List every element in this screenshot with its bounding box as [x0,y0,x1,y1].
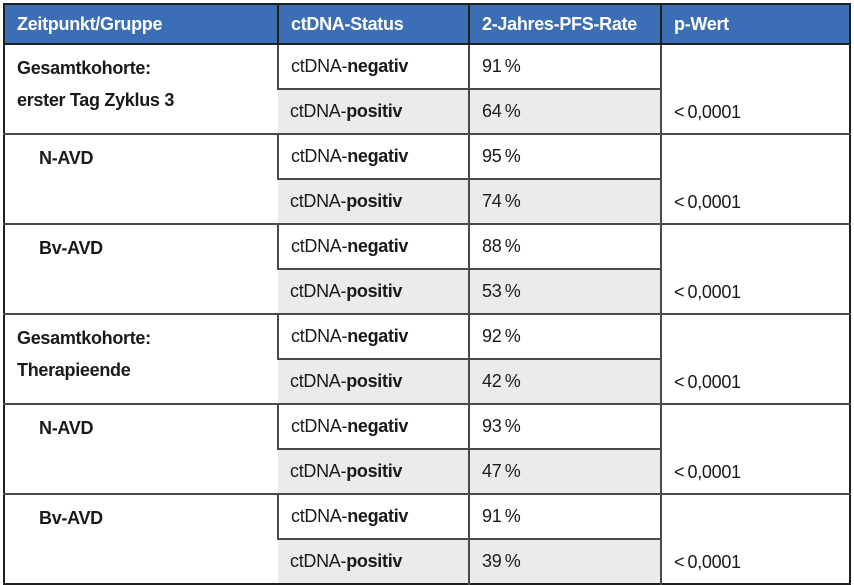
pfs-rate-cell: 47 % [468,448,661,494]
group-label-cell: Bv-AVD [4,223,278,314]
table-row: Gesamtkohorte: erster Tag Zyklus 3 ctDNA… [4,44,850,134]
pfs-rate-cell: 53 % [468,268,661,314]
pfs-rate-cell: 74 % [468,178,661,224]
ctdna-prefix: ctDNA- [290,281,347,301]
table-row: Bv-AVD ctDNA-negativ 88 % < 0,0001 [4,223,850,314]
table-row: ctDNA-positiv 74 % [4,178,850,224]
ctdna-status-word: positiv [346,281,403,301]
ctdna-prefix: ctDNA- [291,506,348,526]
pfs-rate-cell: 91 % [468,44,661,89]
p-value-cell: < 0,0001 [660,223,850,314]
group-label-cell: Gesamtkohorte: erster Tag Zyklus 3 [4,44,278,134]
pfs-rate-cell: 42 % [468,358,661,404]
ctdna-status-cell: ctDNA-negativ [277,133,469,179]
ctdna-status-cell: ctDNA-positiv [278,358,469,404]
col-header-zeitpunkt-gruppe: Zeitpunkt/Gruppe [4,4,278,45]
table-row: ctDNA-positiv 64 % [4,88,850,134]
ctdna-status-word: negativ [347,236,409,256]
ctdna-prefix: ctDNA- [291,236,348,256]
p-value-cell: < 0,0001 [660,133,850,224]
pfs-rate-cell: 93 % [468,403,661,449]
group-label-cell: N-AVD [4,133,278,224]
pfs-rate-cell: 92 % [468,313,661,359]
p-value-cell: < 0,0001 [660,493,850,584]
pfs-rate-cell: 39 % [468,538,661,584]
ctdna-status-word: positiv [346,551,403,571]
ctdna-prefix: ctDNA- [290,551,347,571]
group-label-cell: Gesamtkohorte: Therapieende [4,313,278,404]
table-row: N-AVD ctDNA-negativ 93 % < 0,0001 [4,403,850,494]
ctdna-status-word: positiv [346,371,403,391]
table-row: ctDNA-positiv 47 % [4,448,850,494]
ctdna-status-word: positiv [346,461,403,481]
header-row: Zeitpunkt/Gruppe ctDNA-Status 2-Jahres-P… [4,4,850,45]
ctdna-status-cell: ctDNA-positiv [278,88,469,134]
group-label-cell: N-AVD [4,403,278,494]
ctdna-status-word: negativ [347,326,409,346]
results-table-container: Zeitpunkt/Gruppe ctDNA-Status 2-Jahres-P… [3,3,851,585]
ctdna-prefix: ctDNA- [291,326,348,346]
ctdna-pfs-table: Zeitpunkt/Gruppe ctDNA-Status 2-Jahres-P… [3,3,851,585]
ctdna-prefix: ctDNA- [291,146,348,166]
ctdna-status-cell: ctDNA-negativ [277,403,469,449]
ctdna-prefix: ctDNA- [291,416,348,436]
table-row: Gesamtkohorte: Therapieende ctDNA-negati… [4,313,850,404]
ctdna-prefix: ctDNA- [291,56,348,76]
ctdna-prefix: ctDNA- [290,461,347,481]
ctdna-status-word: positiv [346,191,403,211]
ctdna-status-cell: ctDNA-negativ [277,493,469,539]
ctdna-status-word: negativ [347,56,409,76]
p-value-cell: < 0,0001 [660,403,850,494]
ctdna-prefix: ctDNA- [290,101,347,121]
group-label-cell: Bv-AVD [4,493,278,584]
ctdna-status-cell: ctDNA-negativ [277,44,469,89]
col-header-pfs-rate: 2-Jahres-PFS-Rate [468,4,661,45]
pfs-rate-cell: 64 % [468,88,661,134]
col-header-ctdna-status: ctDNA-Status [277,4,469,45]
ctdna-status-word: negativ [347,506,409,526]
ctdna-status-cell: ctDNA-negativ [277,313,469,359]
p-value-cell: < 0,0001 [660,313,850,404]
ctdna-status-cell: ctDNA-negativ [277,223,469,269]
ctdna-prefix: ctDNA- [290,371,347,391]
col-header-p-wert: p-Wert [660,4,850,45]
ctdna-status-cell: ctDNA-positiv [278,538,469,584]
ctdna-prefix: ctDNA- [290,191,347,211]
p-value-cell: < 0,0001 [660,44,850,134]
table-row: ctDNA-positiv 53 % [4,268,850,314]
pfs-rate-cell: 95 % [468,133,661,179]
table-row: ctDNA-positiv 42 % [4,358,850,404]
pfs-rate-cell: 91 % [468,493,661,539]
table-row: N-AVD ctDNA-negativ 95 % < 0,0001 [4,133,850,224]
pfs-rate-cell: 88 % [468,223,661,269]
ctdna-status-cell: ctDNA-positiv [278,178,469,224]
ctdna-status-word: negativ [347,146,409,166]
table-row: Bv-AVD ctDNA-negativ 91 % < 0,0001 [4,493,850,584]
ctdna-status-word: negativ [347,416,409,436]
ctdna-status-cell: ctDNA-positiv [278,448,469,494]
ctdna-status-word: positiv [346,101,403,121]
ctdna-status-cell: ctDNA-positiv [278,268,469,314]
